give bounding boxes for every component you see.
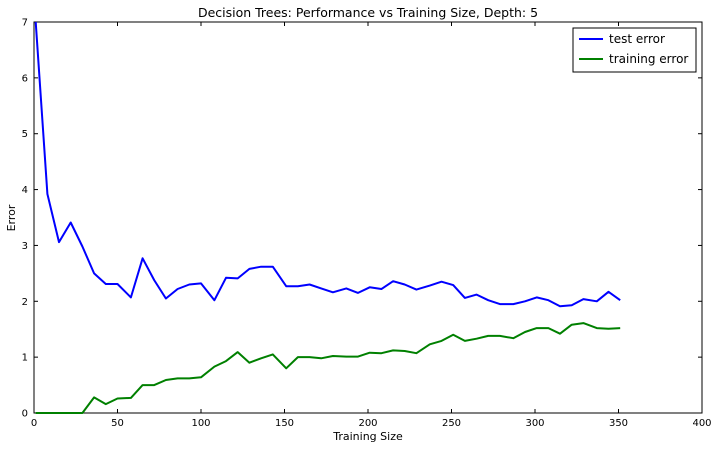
x-tick-label: 100 [191,418,210,429]
x-tick-label: 50 [111,418,124,429]
test-error-line [34,21,621,308]
plot-frame [33,21,703,414]
y-tick-label: 3 [22,241,28,252]
legend-label-training-error: training error [609,52,688,66]
y-axis-label: Error [5,204,18,231]
x-tick-label: 300 [525,418,544,429]
y-tick-label: 7 [22,18,28,29]
y-tick-label: 5 [22,129,28,140]
legend: test error training error [572,27,697,73]
x-tick-label: 250 [442,418,461,429]
y-tick-label: 0 [22,409,28,420]
training-error-line [35,322,621,414]
legend-label-test-error: test error [609,32,665,46]
x-tick-label: 150 [275,418,294,429]
x-tick-label: 400 [692,418,711,429]
x-axis-label: Training Size [332,430,403,443]
plot-area: 0 50 100 150 200 250 300 350 400 0 1 2 3 4 5 6 7 test err… [22,18,712,430]
x-tick-label: 350 [609,418,628,429]
x-tick-label: 200 [358,418,377,429]
x-tick-label: 0 [31,418,37,429]
legend-box [572,27,697,73]
y-tick-label: 4 [22,185,28,196]
y-tick-label: 2 [22,297,28,308]
y-tick-label: 1 [22,353,28,364]
chart-title: Decision Trees: Performance vs Training … [198,5,538,20]
y-tick-label: 6 [22,73,28,84]
